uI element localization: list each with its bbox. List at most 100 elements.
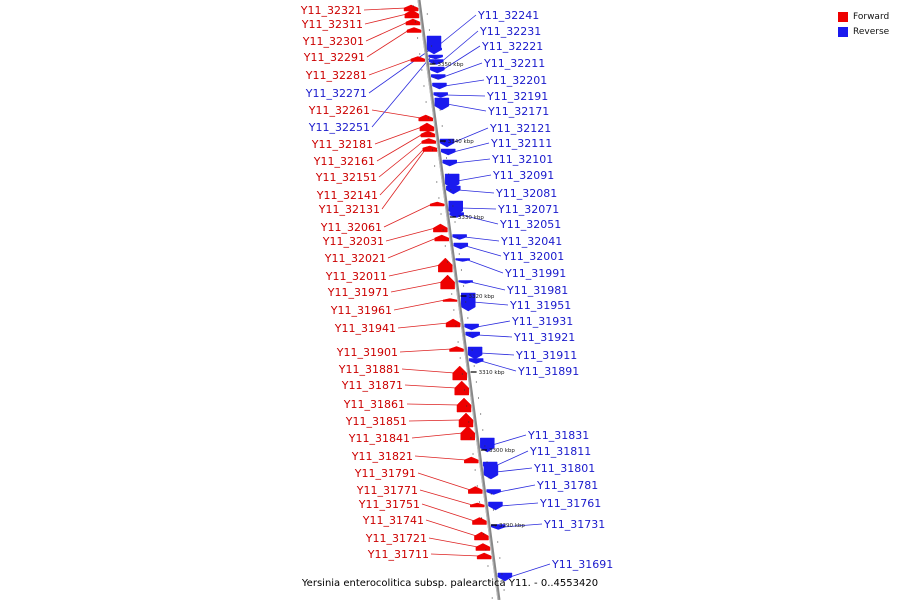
reverse-gene-label: Y11_32251 (308, 121, 370, 134)
reverse-connector (444, 79, 485, 87)
axis-tick-label: 3290 kbp (499, 523, 525, 529)
reverse-connector (454, 158, 491, 164)
forward-gene-label: Y11_31821 (351, 450, 413, 463)
forward-connector (393, 299, 446, 311)
forward-gene-arrow (445, 318, 461, 328)
axis-tick-label: 3340 kbp (448, 139, 474, 145)
forward-gene-label: Y11_32311 (301, 18, 363, 31)
reverse-gene-arrow (464, 323, 479, 331)
reverse-gene-label: Y11_32171 (487, 105, 549, 118)
reverse-gene-label: Y11_31801 (533, 462, 595, 475)
reverse-connector (495, 467, 533, 473)
forward-gene-label: Y11_32021 (324, 252, 386, 265)
forward-gene-arrow (442, 298, 458, 302)
reverse-gene-arrow (432, 82, 447, 90)
forward-connector (365, 21, 409, 42)
reverse-gene-arrow (428, 54, 443, 60)
reverse-connector (481, 360, 517, 372)
reverse-gene-label: Y11_32001 (502, 250, 564, 263)
forward-swatch (838, 11, 848, 22)
reverse-gene-arrow (442, 159, 457, 167)
reverse-gene-arrow (497, 572, 513, 582)
axis-tick-label: 3320 kbp (468, 294, 494, 300)
reverse-gene-label: Y11_32121 (489, 122, 551, 135)
gene-features (403, 4, 513, 582)
forward-gene-label: Y11_31751 (358, 498, 420, 511)
forward-gene-arrow (434, 234, 449, 242)
forward-gene-label: Y11_31771 (356, 484, 418, 497)
reverse-gene-arrow (433, 92, 448, 98)
forward-gene-label: Y11_32161 (313, 155, 375, 168)
forward-gene-label: Y11_32141 (316, 189, 378, 202)
forward-connector (364, 13, 407, 25)
forward-gene-arrow (449, 346, 464, 352)
forward-gene-label: Y11_31841 (348, 432, 410, 445)
reverse-gene-arrow (427, 47, 442, 53)
reverse-gene-label: Y11_31691 (551, 558, 613, 571)
forward-gene-arrow (456, 397, 472, 413)
forward-connector (371, 109, 421, 119)
reverse-gene-arrow (486, 489, 501, 495)
reverse-gene-label: Y11_31991 (504, 267, 566, 280)
reverse-connector (465, 245, 502, 257)
legend-forward: Forward (838, 9, 889, 24)
forward-gene-arrow (433, 223, 448, 233)
reverse-gene-label: Y11_31951 (509, 299, 571, 312)
forward-gene-label: Y11_32011 (325, 270, 387, 283)
reverse-gene-arrow (483, 464, 499, 480)
forward-connector (378, 140, 425, 178)
forward-gene-label: Y11_31741 (362, 514, 424, 527)
forward-gene-label: Y11_31881 (338, 363, 400, 376)
reverse-swatch (838, 26, 848, 37)
reverse-gene-label: Y11_32101 (491, 153, 553, 166)
reverse-gene-arrow (453, 242, 469, 250)
forward-gene-arrow (438, 257, 453, 273)
reverse-connector (494, 450, 529, 467)
forward-connector (363, 7, 407, 11)
forward-connector (374, 126, 423, 145)
reverse-gene-arrow (452, 234, 467, 240)
genome-caption-text: Yersinia enterocolitica subsp. palearcti… (301, 578, 599, 589)
forward-connector (390, 281, 443, 293)
forward-connector (411, 432, 463, 439)
forward-gene-arrow (419, 122, 435, 132)
reverse-connector (467, 259, 504, 274)
forward-connector (397, 322, 449, 329)
reverse-gene-label: Y11_32271 (305, 87, 367, 100)
forward-connector (385, 227, 436, 242)
forward-gene-label: Y11_32281 (305, 69, 367, 82)
reverse-connector (470, 281, 506, 291)
reverse-gene-label: Y11_31781 (536, 479, 598, 492)
label-connectors (363, 7, 551, 578)
forward-gene-arrow (420, 130, 436, 138)
forward-connector (414, 455, 467, 461)
reverse-connector (458, 189, 495, 194)
reverse-gene-arrow (488, 501, 503, 511)
reverse-gene-arrow (491, 524, 506, 530)
forward-connector (430, 553, 480, 557)
reverse-gene-label: Y11_31891 (517, 365, 579, 378)
forward-gene-arrow (410, 56, 426, 62)
forward-gene-arrow (460, 425, 475, 441)
reverse-connector (438, 14, 477, 46)
forward-connector (388, 264, 441, 277)
forward-connector (421, 503, 475, 522)
forward-gene-arrow (429, 201, 445, 207)
reverse-connector (453, 142, 490, 153)
reverse-gene-arrow (465, 331, 480, 339)
forward-connector (368, 58, 414, 76)
forward-gene-label: Y11_32261 (308, 104, 370, 117)
forward-gene-arrow (472, 517, 487, 525)
forward-gene-label: Y11_32291 (303, 51, 365, 64)
forward-gene-label: Y11_32131 (318, 203, 380, 216)
forward-connector (401, 368, 455, 374)
reverse-connector (480, 352, 515, 356)
reverse-connector (443, 62, 483, 78)
forward-gene-label: Y11_31721 (365, 532, 427, 545)
reverse-connector (371, 56, 431, 128)
reverse-gene-label: Y11_31731 (543, 518, 605, 531)
axis-tick-label: 3300 kbp (489, 448, 515, 454)
reverse-gene-label: Y11_31811 (529, 445, 591, 458)
reverse-gene-arrow (430, 66, 445, 74)
